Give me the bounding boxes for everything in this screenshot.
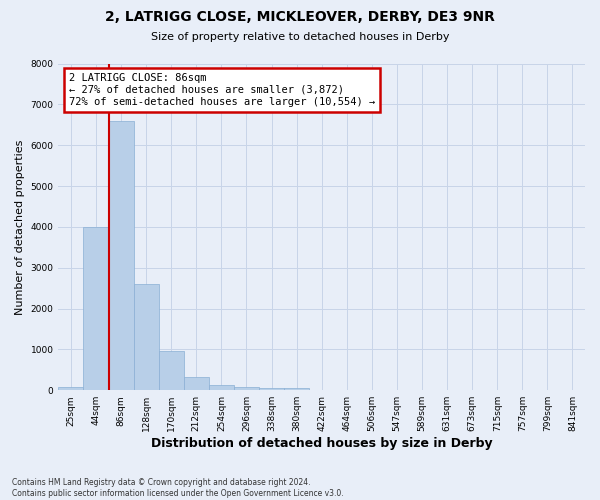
Bar <box>234 387 259 390</box>
Bar <box>109 120 134 390</box>
Y-axis label: Number of detached properties: Number of detached properties <box>15 139 25 314</box>
Text: Contains HM Land Registry data © Crown copyright and database right 2024.
Contai: Contains HM Land Registry data © Crown c… <box>12 478 344 498</box>
Bar <box>83 227 109 390</box>
X-axis label: Distribution of detached houses by size in Derby: Distribution of detached houses by size … <box>151 437 493 450</box>
Bar <box>184 377 209 390</box>
Bar <box>284 388 309 390</box>
Text: Size of property relative to detached houses in Derby: Size of property relative to detached ho… <box>151 32 449 42</box>
Bar <box>209 385 234 390</box>
Bar <box>159 352 184 390</box>
Bar <box>58 388 83 390</box>
Text: 2 LATRIGG CLOSE: 86sqm
← 27% of detached houses are smaller (3,872)
72% of semi-: 2 LATRIGG CLOSE: 86sqm ← 27% of detached… <box>69 74 375 106</box>
Text: 2, LATRIGG CLOSE, MICKLEOVER, DERBY, DE3 9NR: 2, LATRIGG CLOSE, MICKLEOVER, DERBY, DE3… <box>105 10 495 24</box>
Bar <box>259 388 284 390</box>
Bar <box>134 284 159 390</box>
